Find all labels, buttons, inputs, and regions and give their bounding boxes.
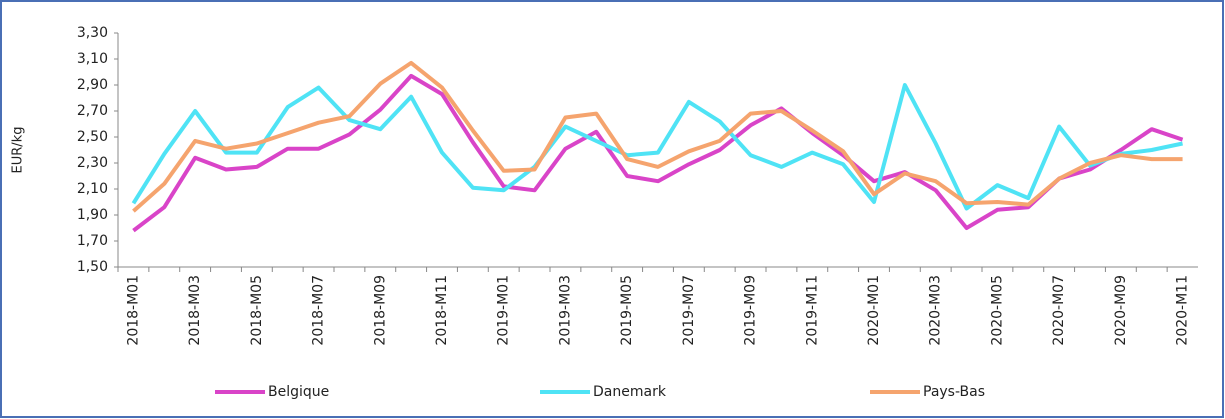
x-tick-label: 2018-M03 bbox=[187, 275, 203, 346]
x-tick-label: 2019-M03 bbox=[557, 275, 573, 346]
x-tick-label: 2018-M05 bbox=[249, 275, 265, 346]
y-axis-label: EUR/kg bbox=[11, 127, 26, 174]
x-tick-label: 2020-M03 bbox=[928, 275, 944, 346]
x-tick-label: 2018-M07 bbox=[311, 275, 327, 346]
x-tick-label: 2020-M11 bbox=[1175, 275, 1191, 346]
y-tick-label: 1,90 bbox=[77, 207, 108, 223]
legend-label: Pays-Bas bbox=[923, 384, 985, 400]
x-tick-label: 2019-M07 bbox=[681, 275, 697, 346]
line-series bbox=[132, 73, 1184, 233]
line-series bbox=[131, 83, 1183, 211]
y-tick-label: 1,70 bbox=[77, 233, 108, 249]
y-tick-label: 3,30 bbox=[77, 25, 108, 41]
x-tick-label: 2019-M09 bbox=[743, 275, 759, 346]
x-tick-label: 2020-M07 bbox=[1051, 275, 1067, 346]
legend-label: Belgique bbox=[268, 384, 329, 400]
x-tick-label: 2018-M01 bbox=[125, 275, 141, 346]
x-tick-label: 2018-M09 bbox=[372, 275, 388, 346]
x-tick-label: 2019-M05 bbox=[619, 275, 635, 346]
x-tick-label: 2020-M01 bbox=[866, 275, 882, 346]
y-tick-label: 2,30 bbox=[77, 155, 108, 171]
y-tick-label: 2,50 bbox=[77, 129, 108, 145]
line-series bbox=[132, 60, 1183, 213]
legend-label: Danemark bbox=[593, 384, 667, 400]
y-tick-label: 3,10 bbox=[77, 51, 108, 67]
x-tick-label: 2019-M01 bbox=[496, 275, 512, 346]
x-tick-label: 2020-M05 bbox=[989, 275, 1005, 346]
x-tick-label: 2018-M11 bbox=[434, 275, 450, 346]
y-tick-label: 2,70 bbox=[77, 103, 108, 119]
y-tick-label: 2,90 bbox=[77, 77, 108, 93]
x-tick-label: 2019-M11 bbox=[804, 275, 820, 346]
y-tick-label: 2,10 bbox=[77, 181, 108, 197]
y-tick-label: 1,50 bbox=[77, 259, 108, 275]
x-tick-label: 2020-M09 bbox=[1113, 275, 1129, 346]
